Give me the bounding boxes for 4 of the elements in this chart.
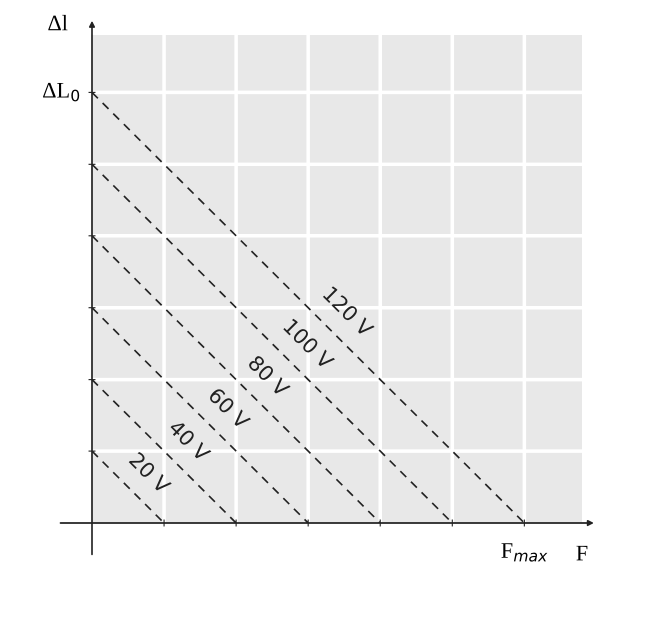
text: F$_{max}$ <box>501 543 548 562</box>
x-axis-title: F <box>576 546 588 560</box>
text: ΔL$_{0}$ <box>43 82 80 102</box>
y-axis-title: Δl <box>48 14 68 30</box>
